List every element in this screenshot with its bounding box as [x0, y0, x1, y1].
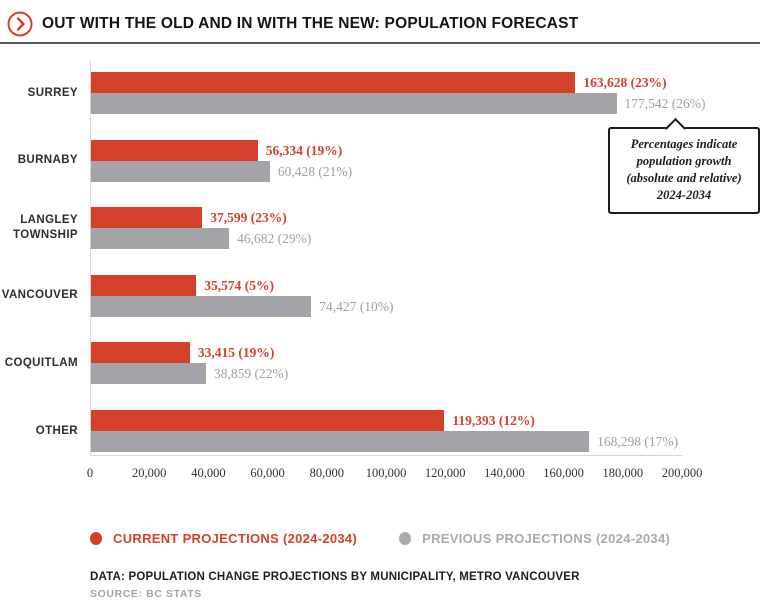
bar-previous [91, 160, 270, 182]
category-label: COQUITLAM [4, 356, 78, 369]
bar-previous [91, 93, 617, 114]
x-axis-tick-label: 140,000 [484, 466, 525, 480]
annotation-text: (absolute and relative) [626, 170, 742, 185]
bar-previous [91, 363, 207, 385]
bar-previous [91, 431, 590, 452]
x-axis-tick-label: 60,000 [250, 466, 285, 480]
bar-value-previous: 38,859 (22%) [214, 366, 289, 382]
category-label: VANCOUVER [1, 289, 78, 302]
bar-current [91, 207, 203, 229]
bar-value-current: 35,574 (5%) [204, 277, 275, 293]
bar-current [91, 342, 190, 364]
source-attribution: SOURCE: BC STATS [90, 588, 202, 600]
bar-current [91, 274, 197, 296]
x-axis-tick-label: 160,000 [543, 466, 584, 480]
bar-previous [91, 228, 230, 250]
bar-previous [91, 295, 312, 317]
legend-dot-current-icon [90, 532, 102, 545]
category-label: SURREY [27, 86, 78, 99]
category-labels: SURREY BURNABY LANGLEY TOWNSHIP VANCOUVER CO… [0, 60, 78, 455]
bar-value-current: 33,415 (19%) [197, 345, 275, 361]
x-axis-tick-label: 80,000 [309, 466, 344, 480]
category-label: OTHER [35, 424, 78, 437]
annotation-text: Percentages indicate [630, 137, 738, 151]
x-axis-tick-label: 0 [86, 466, 94, 480]
bar-value-current: 119,393 (12%) [452, 413, 535, 428]
bar-value-current: 56,334 (19%) [265, 142, 343, 158]
bar-current [91, 410, 445, 431]
chevron-right-circle-icon [7, 11, 33, 37]
category-label: LANGLEY TOWNSHIP [13, 214, 78, 242]
page-title: OUT WITH THE OLD AND IN WITH THE NEW: PO… [42, 15, 579, 32]
bar-value-previous: 168,298 (17%) [597, 434, 679, 449]
bar-value-previous: 74,427 (10%) [319, 298, 394, 314]
bar-value-previous: 177,542 (26%) [624, 96, 706, 111]
annotation-text: population growth [636, 153, 732, 168]
x-axis-tick-label: 120,000 [424, 466, 466, 480]
bar-current [91, 139, 258, 161]
x-axis-tick-label: 100,000 [365, 466, 407, 480]
x-axis-tick-label: 20,000 [132, 466, 167, 480]
plot-area: 163,628 (23%) 177,542 (26%) 56,334 (19%) 60… [90, 60, 706, 456]
annotation-text: 2024-2034 [656, 187, 712, 202]
legend-item-current: CURRENT PROJECTIONS (2024-2034) [90, 531, 357, 546]
x-axis-tick-label: 40,000 [191, 466, 226, 480]
legend-label-previous: PREVIOUS PROJECTIONS (2024-2034) [422, 531, 671, 546]
annotation-callout: Percentages indicate population growth (… [608, 117, 760, 214]
bar-value-current: 163,628 (23%) [583, 75, 667, 90]
legend-item-previous: PREVIOUS PROJECTIONS (2024-2034) [399, 531, 670, 546]
bar-value-current: 37,599 (23%) [210, 210, 287, 226]
legend-dot-previous-icon [399, 532, 412, 545]
x-axis-tick-label: 200,000 [661, 466, 703, 480]
category-label: BURNABY [17, 154, 78, 167]
legend-label-current: CURRENT PROJECTIONS (2024-2034) [113, 531, 358, 546]
chart-legend: CURRENT PROJECTIONS (2024-2034) PREVIOUS… [90, 531, 670, 546]
header-divider [0, 42, 760, 44]
bar-current [91, 72, 576, 93]
x-axis-tick-label: 180,000 [602, 466, 644, 480]
bar-value-previous: 60,428 (21%) [277, 163, 353, 179]
bar-value-previous: 46,682 (29%) [237, 231, 312, 247]
x-axis: 0 20,000 40,000 60,000 80,000 100,000 120,000 1… [86, 466, 702, 482]
data-attribution: DATA: POPULATION CHANGE PROJECTIONS BY M… [90, 571, 580, 583]
